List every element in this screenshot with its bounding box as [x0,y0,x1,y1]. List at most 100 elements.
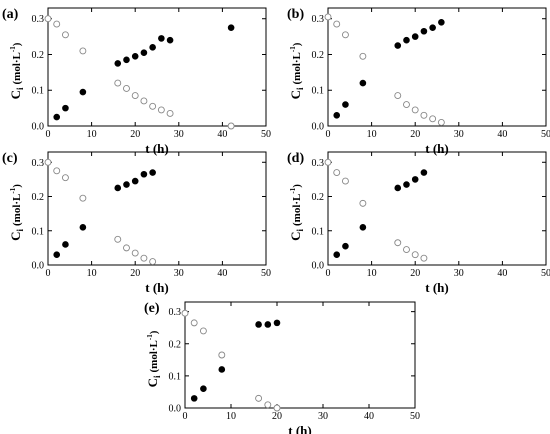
filled-circle-point [123,56,130,64]
y-tick-label: 0.3 [32,158,45,169]
filled-circle-point [123,181,130,188]
filled-circle-point [273,319,281,327]
y-tick-label: 0.1 [312,226,325,237]
open-circle-point [324,13,332,21]
open-circle-point [333,169,341,176]
y-axis-title-close: ) [291,184,303,188]
filled-circle-point [255,321,262,328]
filled-circle-point [227,24,235,31]
panel-tag: (d) [287,151,304,166]
filled-circle-point [53,251,61,259]
open-circle-point [123,85,130,92]
x-tick-label: 10 [367,129,377,140]
open-circle-point [53,20,61,28]
panel-tag: (a) [2,7,19,22]
filled-circle-point [62,241,69,248]
x-tick-label: 30 [454,129,464,140]
filled-circle-point [62,104,69,112]
open-circle-point [140,254,148,262]
x-tick-label: 40 [497,268,507,279]
x-tick-label: 20 [130,268,140,279]
x-tick-label: 0 [46,268,51,279]
panel-tag: (b) [287,7,304,22]
filled-circle-point [342,242,349,250]
open-circle-point [166,110,174,117]
open-circle-point [403,246,410,254]
y-axis-title-unit: (mol·L [291,194,303,226]
open-circle-point [341,31,349,39]
filled-circle-point [140,170,148,178]
x-tick-label: 30 [454,268,464,279]
x-tick-label: 20 [130,129,140,140]
x-axis-title: t (h) [145,141,168,156]
plot-frame [47,7,267,127]
filled-circle-point [200,385,207,393]
x-tick-label: 0 [46,129,51,140]
chart-panel-1: (a) 0 10 20 30 40 50 0.0 0.1 0.2 0.3 t (h) Ci (mol·L-… [2,7,271,156]
filled-circle-point [158,35,165,42]
x-tick-label: 20 [410,129,420,140]
x-tick-label: 10 [226,411,236,422]
filled-circle-point [149,44,156,51]
y-axis-title-subscript: i [295,87,305,90]
y-axis-title-subscript: i [15,229,25,232]
filled-circle-point [79,88,87,96]
y-axis-title-unit: (mol·L [291,52,303,84]
filled-circle-point [359,224,367,231]
filled-circle-point [149,169,156,176]
y-axis-title-superscript: -1 [9,187,17,193]
x-tick-label: 10 [87,268,97,279]
open-circle-point [394,92,402,100]
open-circle-point [79,194,87,202]
y-tick-label: 0.3 [32,14,45,25]
filled-circle-point [420,169,428,176]
open-circle-point [359,52,367,60]
panel-tag: (c) [2,151,18,166]
y-tick-label: 0.2 [169,339,182,350]
filled-circle-point [114,184,122,192]
y-tick-label: 0.1 [312,86,325,97]
y-tick-label: 0.3 [169,307,182,318]
y-axis-title: Ci (mol·L-1) [145,330,162,387]
filled-circle-point [264,321,272,328]
filled-circle-point [166,36,174,44]
open-circle-point [359,199,367,207]
filled-circle-point [218,366,226,373]
open-circle-point [429,115,437,123]
filled-circle-point [140,49,148,56]
open-circle-point [44,158,52,166]
chart-panel-2: (b) 0 10 20 30 40 50 0.0 0.1 0.2 0.3 t (h) Ci (mol·L-… [287,7,550,156]
y-axis-title-symbol: C [8,232,23,241]
open-circle-point [437,118,445,126]
open-circle-point [264,401,272,409]
x-tick-label: 50 [261,129,271,140]
filled-circle-point [131,52,139,60]
open-circle-point [181,309,189,317]
open-circle-point [324,158,332,166]
y-axis-title-unit: (mol·L [148,340,160,372]
panel-tag: (e) [144,301,160,316]
filled-circle-point [411,176,419,183]
open-circle-point [218,351,226,359]
filled-circle-point [438,19,445,26]
open-circle-point [53,167,61,175]
open-circle-point [149,258,157,266]
y-axis-title-symbol: C [145,378,160,387]
open-circle-point [131,249,139,257]
x-tick-label: 40 [364,411,374,422]
x-tick-label: 40 [217,268,227,279]
y-axis-title-symbol: C [288,90,303,99]
plot-frame [47,151,267,266]
y-tick-label: 0.0 [312,122,325,133]
x-tick-label: 10 [367,268,377,279]
x-tick-label: 10 [87,129,97,140]
x-tick-label: 20 [272,411,282,422]
x-tick-label: 50 [261,268,271,279]
x-tick-label: 0 [326,129,331,140]
filled-circle-point [114,60,122,67]
y-axis-title: Ci (mol·L-1) [8,184,25,241]
filled-circle-point [394,184,402,192]
y-axis-title-unit: (mol·L [11,52,23,84]
open-circle-point [227,122,235,130]
open-circle-point [199,327,207,335]
